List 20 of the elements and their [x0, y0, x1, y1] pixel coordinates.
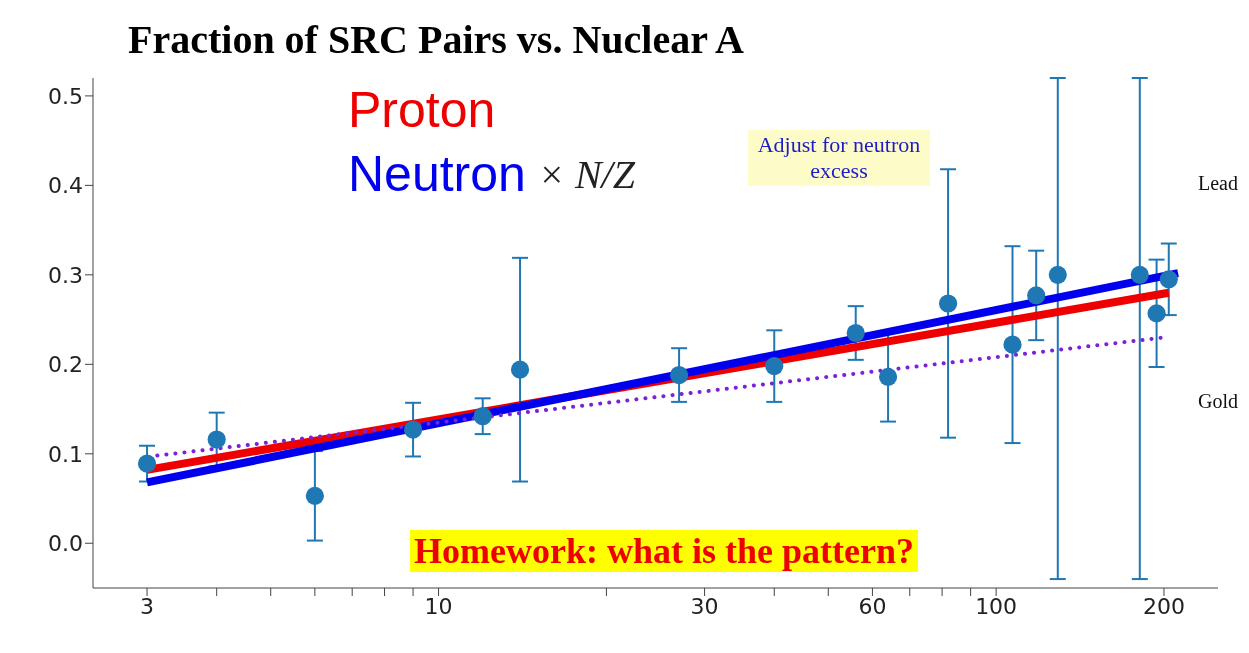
- y-tick-label: 0.5: [48, 83, 83, 109]
- y-tick-label: 0.3: [48, 262, 83, 288]
- x-tick-label: 3: [140, 593, 155, 619]
- annotation: Lead: [1198, 172, 1238, 195]
- y-tick-label: 0.4: [48, 173, 83, 199]
- y-tick-label: 0.1: [48, 441, 83, 467]
- text: Neutron: [348, 145, 526, 204]
- x-tick-label: 200: [1142, 593, 1185, 619]
- annotation: × N/Z: [537, 150, 635, 198]
- y-tick-label: 0.0: [48, 531, 83, 557]
- annotation: Adjust for neutron excess: [748, 130, 930, 186]
- x-tick-label: 100: [975, 593, 1018, 619]
- y-tick-label: 0.2: [48, 352, 83, 378]
- text: Proton: [348, 81, 497, 140]
- annotation: Homework: what is the pattern?: [410, 530, 918, 572]
- chart-title: Fraction of SRC Pairs vs. Nuclear A: [128, 16, 744, 63]
- x-tick-label: 30: [690, 593, 719, 619]
- x-tick-label: 10: [424, 593, 453, 619]
- annotation: Gold: [1198, 390, 1238, 413]
- x-tick-label: 60: [858, 593, 887, 619]
